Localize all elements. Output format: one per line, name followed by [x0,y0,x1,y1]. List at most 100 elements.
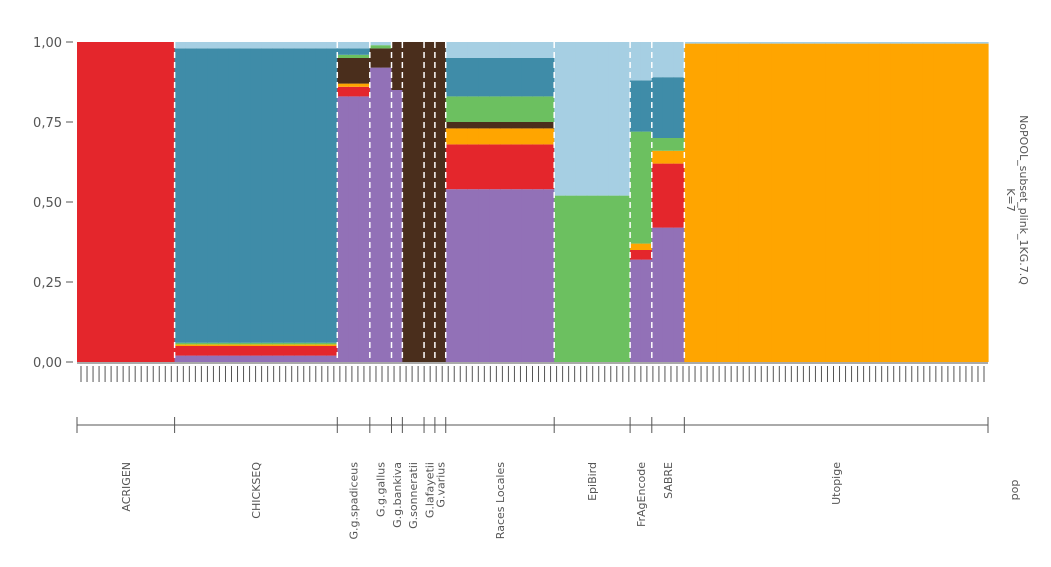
bar-segment-chickseq-k1 [272,346,284,356]
bar-segment-utopige-k4 [955,42,967,44]
bar-segment-chickseq-k5 [250,344,262,346]
bar-segment-races-locales-k1 [521,144,534,190]
population-label: G.g.bankiva [391,462,404,528]
bar-segment-races-locales-k2 [478,58,490,97]
bar-segment-chickseq-k4 [239,42,252,49]
bar-segment-fragencode-k7 [630,259,642,362]
chart-title: NoPOOL_subset_plink_1KG.7.Q [1017,115,1030,285]
bar-segment-sabre-k5 [662,150,675,164]
bar-segment-utopige-k5 [716,43,729,362]
bar-segment-fragencode-k3 [640,131,653,244]
bar-segment-races-locales-k6 [499,122,512,129]
bar-segment-chickseq-k1 [196,346,208,356]
bar-segment-chickseq-k1 [228,346,241,356]
bar-segment-races-locales-k4 [499,42,512,58]
sample-ticks [77,362,988,382]
bar-segment-utopige-k5 [944,43,957,362]
y-tick-label: 0,50 [33,196,62,211]
bar-segment-chickseq-k3 [293,342,306,345]
bar-segment-races-locales-k2 [499,58,512,97]
bar-segment-epibird-k3 [575,195,588,362]
bar-segment-fragencode-k5 [640,243,653,250]
population-label: G.lafayetii [423,462,436,518]
bar-segment-races-locales-k5 [467,128,479,145]
bar-segment-utopige-k5 [857,43,870,362]
bar-segment-chickseq-k3 [185,342,197,345]
bar-segment-utopige-k4 [836,42,848,44]
bar-segment-g-g-spadiceus-k7 [358,96,371,363]
bar-segment-chickseq-k2 [185,48,197,343]
bar-segment-chickseq-k5 [185,344,197,346]
population-label: G.g.spadiceus [348,462,361,540]
bar-segment-sabre-k7 [651,227,664,362]
bar-segment-g-g-gallus-k4 [369,42,382,46]
bar-segment-epibird-k4 [575,42,588,196]
bar-segment-utopige-k4 [716,42,729,44]
bar-segment-utopige-k4 [879,42,891,44]
bar-segment-utopige-k5 [781,43,794,362]
bar-segment-utopige-k5 [836,43,848,362]
bar-segment-races-locales-k1 [532,144,544,190]
bar-segment-chickseq-k3 [326,342,338,345]
bar-segment-chickseq-k5 [174,344,187,346]
bar-segment-utopige-k4 [771,42,783,44]
bar-segment-utopige-k5 [890,43,902,362]
bar-segment-races-locales-k7 [445,189,458,362]
bar-segment-utopige-k5 [847,43,859,362]
bar-segment-utopige-k4 [847,42,859,44]
bar-segment-sabre-k4 [673,42,685,78]
y-tick-label: 1,00 [33,36,62,51]
bar-segment-chickseq-k7 [293,355,306,362]
bar-segment-chickseq-k3 [239,342,252,345]
bar-segment-chickseq-k4 [304,42,317,49]
bar-segment-sabre-k4 [651,42,664,78]
bar-segment-utopige-k4 [738,42,751,44]
bar-segment-races-locales-k1 [456,144,469,190]
bar-segment-races-locales-k6 [467,122,479,129]
bar-segment-utopige-k4 [749,42,761,44]
bar-segment-acrigen-k1 [87,42,100,362]
bar-segment-utopige-k4 [814,42,826,44]
bar-segment-epibird-k4 [608,42,620,196]
bar-segment-races-locales-k6 [532,122,544,129]
bar-segment-g-g-spadiceus-k4 [348,42,360,49]
bar-segment-chickseq-k1 [250,346,262,356]
bar-segment-races-locales-k6 [445,122,458,129]
bar-segment-utopige-k5 [706,43,718,362]
bar-segment-races-locales-k4 [521,42,534,58]
bar-segment-races-locales-k7 [489,189,501,362]
bar-segment-races-locales-k1 [489,144,501,190]
bar-segment-races-locales-k4 [510,42,523,58]
bar-segment-utopige-k4 [912,42,924,44]
bar-segment-races-locales-k2 [543,58,555,97]
bar-segment-utopige-k4 [966,42,978,44]
bar-segment-sabre-k7 [673,227,685,362]
bar-segment-utopige-k5 [966,43,978,362]
bar-segment-races-locales-k4 [456,42,469,58]
bar-segment-races-locales-k5 [478,128,490,145]
population-label: G.sonneratii [407,462,420,529]
bar-segment-chickseq-k4 [196,42,208,49]
bar-segment-acrigen-k1 [142,42,154,362]
bar-segment-acrigen-k1 [98,42,111,362]
bar-segment-g-g-spadiceus-k6 [348,58,360,84]
bar-segment-utopige-k4 [695,42,707,44]
bar-segment-acrigen-k1 [77,42,89,362]
bar-segment-g-g-gallus-k7 [380,67,393,362]
bar-segment-g-g-gallus-k4 [380,42,393,46]
y-axis: 0,00 0,25 0,50 0,75 1,00 [33,36,73,371]
bar-segment-chickseq-k4 [293,42,306,49]
bar-segment-epibird-k3 [586,195,599,362]
bar-segment-chickseq-k1 [239,346,252,356]
bar-segment-chickseq-k4 [250,42,262,49]
bar-segment-chickseq-k1 [174,346,187,356]
bar-segment-races-locales-k5 [499,128,512,145]
bar-segment-sabre-k3 [651,138,664,151]
population-label: Races Locales [494,462,507,539]
bar-segment-acrigen-k1 [120,42,132,362]
bar-segment-g-sonneratii-k6 [413,42,425,362]
bar-segment-chickseq-k1 [304,346,317,356]
bar-segment-races-locales-k4 [478,42,490,58]
bar-segment-races-locales-k1 [467,144,479,190]
bar-segment-races-locales-k2 [456,58,469,97]
